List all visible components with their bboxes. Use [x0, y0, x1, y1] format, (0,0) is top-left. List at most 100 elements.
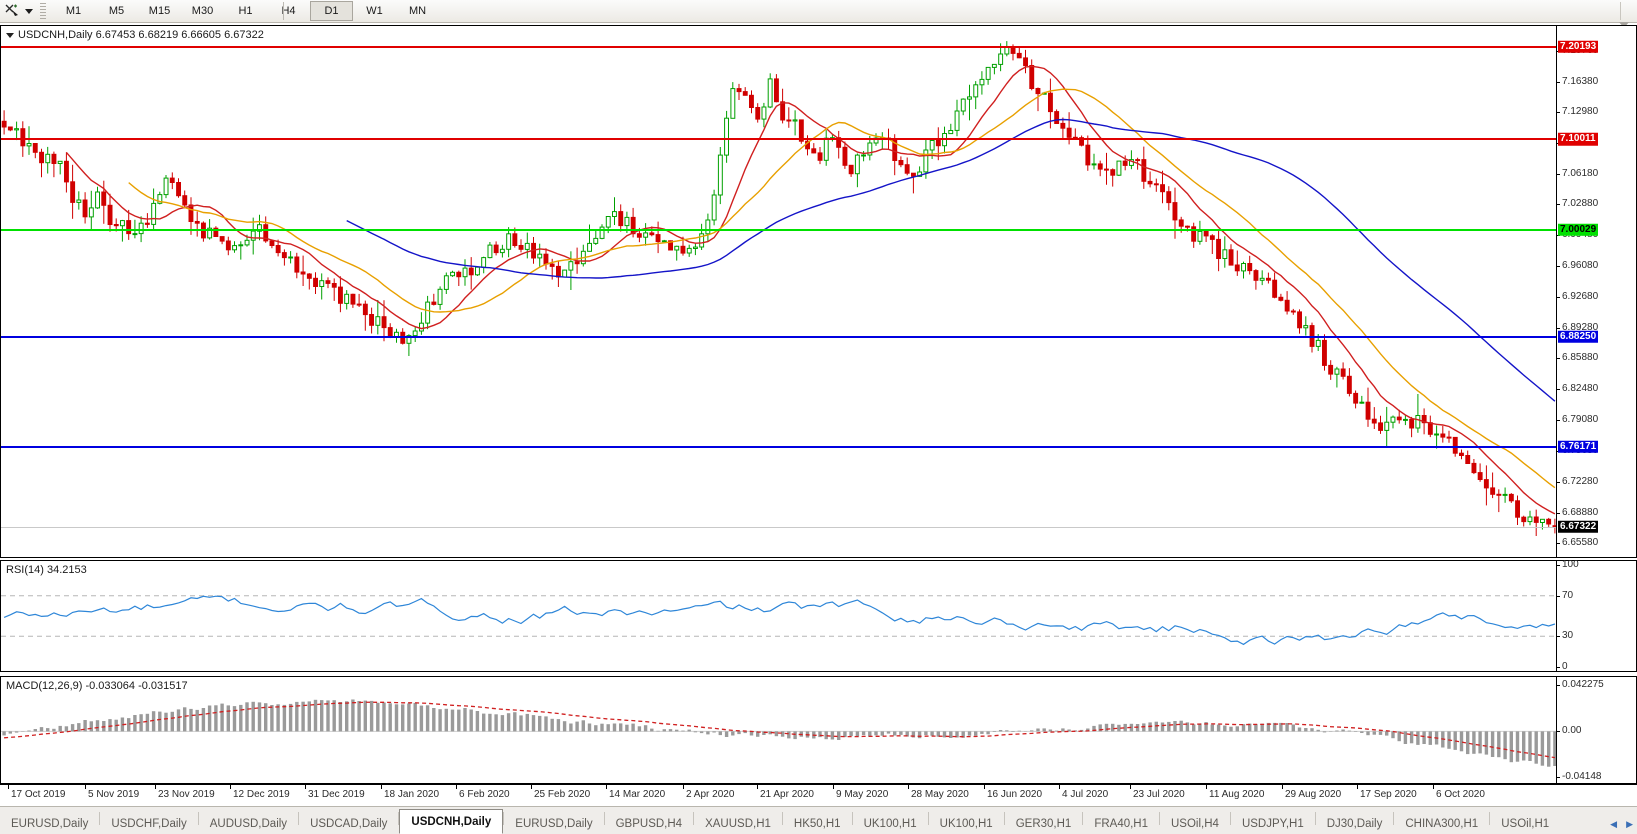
date-axis-tick-label: 11 Aug 2020 [1209, 789, 1265, 800]
tab-separator [503, 812, 505, 825]
macd-indicator-pane[interactable]: MACD(12,26,9) -0.033064 -0.031517 0.0422… [0, 676, 1637, 784]
price-axis-tick-label: 6.72280 [1562, 475, 1599, 487]
chart-tab-usdcnh-daily[interactable]: USDCNH,Daily [399, 809, 504, 834]
level-line-7.00029[interactable] [1, 228, 1556, 231]
tab-separator [603, 812, 605, 825]
timeframe-button-h1[interactable]: H1 [238, 5, 253, 17]
level-line-6.88250[interactable] [1, 335, 1556, 338]
toolbar-drag-handle[interactable] [40, 3, 46, 19]
chart-tab-audusd-daily[interactable]: AUDUSD,Daily [209, 817, 288, 830]
price-axis-tick-label: 6.65580 [1562, 536, 1599, 548]
chart-tab-usoil-h4[interactable]: USOil,H4 [1171, 817, 1219, 830]
chart-tab-ger30-h1[interactable]: GER30,H1 [1015, 817, 1072, 830]
date-tick-mark [984, 785, 985, 789]
rsi-indicator-pane[interactable]: RSI(14) 34.2153 100 70 30 0 [0, 560, 1637, 672]
price-level-tag[interactable]: 6.88250 [1558, 330, 1599, 344]
chart-tab-bar[interactable]: EURUSD,Daily USDCHF,Daily AUDUSD,Daily USDC… [0, 806, 1637, 834]
date-axis-tick-label: 17 Sep 2020 [1360, 789, 1417, 800]
date-tick-mark [757, 785, 758, 789]
chart-tab-usdchf-daily[interactable]: USDCHF,Daily [111, 817, 187, 830]
chart-tab-usdcad-daily[interactable]: USDCAD,Daily [310, 817, 388, 830]
rsi-pane-label: RSI(14) 34.2153 [6, 564, 87, 576]
level-line-7.10011[interactable] [1, 138, 1556, 141]
tab-separator [781, 812, 783, 825]
tab-separator [1489, 812, 1491, 825]
price-level-tag[interactable]: 7.00029 [1558, 223, 1599, 237]
axis-tick-mark [1557, 358, 1560, 360]
axis-tick-mark [1557, 81, 1560, 83]
toolbar-divider [283, 2, 284, 20]
date-axis-tick-label: 18 Jan 2020 [384, 789, 440, 800]
price-axis-tick-label: 7.12980 [1562, 106, 1599, 118]
date-tick-mark [833, 785, 834, 789]
price-level-tag[interactable]: 7.20193 [1558, 40, 1599, 54]
price-level-tag[interactable]: 7.10011 [1558, 133, 1598, 146]
chevron-down-icon[interactable] [22, 2, 36, 20]
chart-tab-eurusd-daily[interactable]: EURUSD,Daily [11, 817, 89, 830]
price-level-tag[interactable]: 6.76171 [1558, 440, 1599, 453]
arrow-right-icon[interactable]: ▶ [1626, 819, 1633, 829]
axis-tick-mark [1557, 265, 1560, 267]
timeframe-button-m30[interactable]: M30 [191, 5, 214, 17]
level-line-6.76171[interactable] [1, 445, 1556, 448]
price-chart-pane[interactable]: USDCNH,Daily 6.67453 6.68219 6.66605 6.6… [0, 25, 1637, 558]
chart-tab-hk50-h1[interactable]: HK50,H1 [793, 817, 841, 830]
tab-scroll-controls[interactable]: ◀ ▶ [1610, 819, 1633, 830]
date-tick-mark [8, 785, 9, 789]
date-tick-mark [155, 785, 156, 789]
date-tick-mark [606, 785, 607, 789]
chart-tab-uk100-h1[interactable]: UK100,H1 [863, 817, 917, 830]
date-tick-mark [1282, 785, 1283, 789]
macd-plot-area[interactable] [1, 677, 1556, 783]
timeframe-button-group: M1 M5 M15 M30 H1 H4 D1 W1 MN [52, 1, 439, 21]
collapse-triangle-icon[interactable] [6, 32, 14, 38]
axis-tick-mark [1557, 481, 1560, 483]
tab-separator [1229, 812, 1231, 825]
tab-separator [1393, 812, 1395, 825]
chart-tab-fra40-h1[interactable]: FRA40,H1 [1094, 817, 1148, 830]
tab-separator [927, 812, 929, 825]
rsi-line-series [1, 595, 1556, 646]
timeframe-button-w1[interactable]: W1 [366, 5, 383, 17]
chart-tab-list: EURUSD,Daily USDCHF,Daily AUDUSD,Daily USDC… [0, 807, 1560, 834]
timeframe-button-m5[interactable]: M5 [108, 5, 125, 17]
crosshair-cursor-icon[interactable] [2, 2, 22, 20]
timeframe-button-h4[interactable]: H4 [281, 5, 296, 17]
date-tick-mark [1206, 785, 1207, 789]
tab-separator [99, 812, 101, 825]
arrow-left-icon[interactable]: ◀ [1610, 819, 1618, 829]
price-axis-tick-label: 6.79080 [1562, 414, 1599, 426]
price-axis-tick-label: 6.89280 [1562, 321, 1599, 333]
date-axis-tick-label: 14 Mar 2020 [609, 789, 666, 800]
rsi-plot-area[interactable] [1, 561, 1556, 671]
tab-separator [693, 812, 695, 825]
axis-tick-mark [1557, 731, 1560, 733]
price-plot-area[interactable] [1, 26, 1556, 557]
rsi-axis-tick-label: 0 [1562, 660, 1568, 672]
chart-tab-usdjpy-h1[interactable]: USDJPY,H1 [1241, 817, 1304, 830]
timeframe-button-m1[interactable]: M1 [65, 5, 82, 17]
axis-tick-mark [1557, 296, 1560, 298]
date-axis-tick-label: 12 Dec 2019 [233, 789, 290, 800]
timeframe-button-m15[interactable]: M15 [148, 5, 171, 17]
date-axis-tick-label: 4 Jul 2020 [1062, 789, 1109, 800]
date-axis-tick-label: 16 Jun 2020 [987, 789, 1043, 800]
timeframe-button-mn[interactable]: MN [408, 5, 427, 17]
price-axis[interactable]: 7.197607.163807.129807.095807.061807.028… [1556, 26, 1636, 557]
tab-separator [298, 812, 300, 825]
chart-tab-uk100-h1[interactable]: UK100,H1 [939, 817, 993, 830]
level-line-7.20193[interactable] [1, 45, 1556, 48]
chart-tab-eurusd-daily[interactable]: EURUSD,Daily [515, 817, 593, 830]
macd-axis: 0.042275 0.00 -0.04148 [1556, 677, 1636, 783]
current-price-line [1, 526, 1556, 528]
macd-axis-tick-label: -0.04148 [1562, 771, 1602, 782]
top-toolbar: M1 M5 M15 M30 H1 H4 D1 W1 MN [0, 0, 1637, 23]
timeframe-button-d1[interactable]: D1 [310, 1, 353, 21]
date-tick-mark [1059, 785, 1060, 789]
chart-tab-xauusd-h1[interactable]: XAUUSD,H1 [705, 817, 771, 830]
chart-tab-gbpusd-h4[interactable]: GBPUSD,H4 [615, 817, 683, 830]
chart-tab-dj30-daily[interactable]: DJ30,Daily [1326, 817, 1383, 830]
chart-tab-china300-h1[interactable]: CHINA300,H1 [1405, 817, 1479, 830]
chart-tab-usoil-h1[interactable]: USOil,H1 [1501, 817, 1550, 830]
price-axis-tick-label: 6.82480 [1562, 383, 1599, 395]
